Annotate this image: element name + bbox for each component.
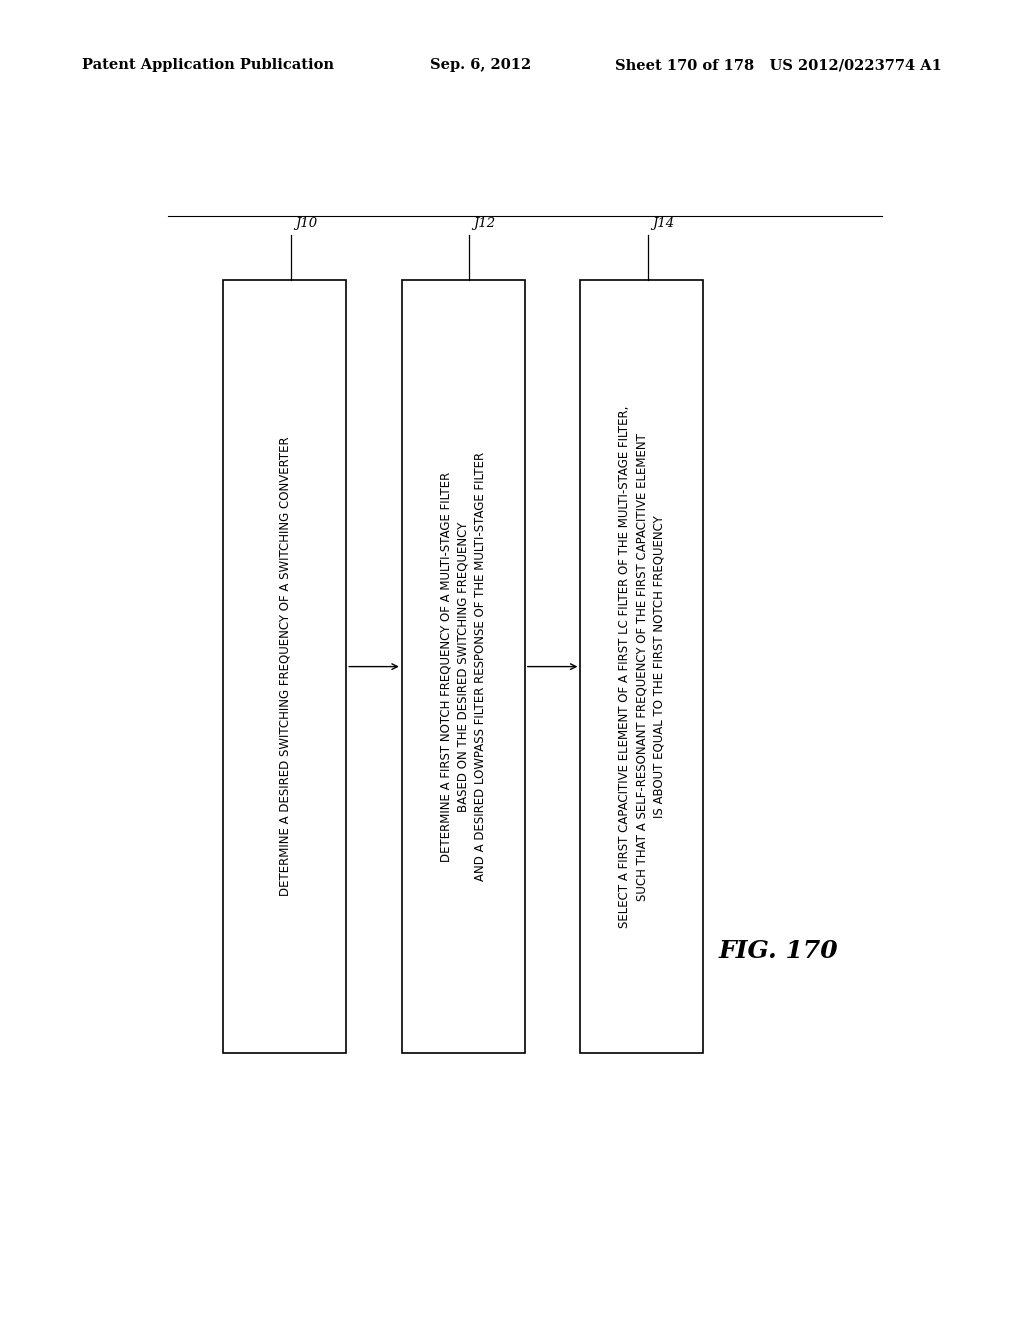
Text: Patent Application Publication: Patent Application Publication <box>82 58 334 73</box>
Text: Sheet 170 of 178   US 2012/0223774 A1: Sheet 170 of 178 US 2012/0223774 A1 <box>615 58 942 73</box>
Text: FIG. 170: FIG. 170 <box>719 940 839 964</box>
Text: DETERMINE A FIRST NOTCH FREQUENCY OF A MULTI-STAGE FILTER
BASED ON THE DESIRED S: DETERMINE A FIRST NOTCH FREQUENCY OF A M… <box>439 451 486 882</box>
Bar <box>401 280 524 1053</box>
Bar <box>223 280 346 1053</box>
Text: Sep. 6, 2012: Sep. 6, 2012 <box>430 58 531 73</box>
Bar <box>581 280 703 1053</box>
Text: J10: J10 <box>295 216 317 230</box>
Text: DETERMINE A DESIRED SWITCHING FREQUENCY OF A SWITCHING CONVERTER: DETERMINE A DESIRED SWITCHING FREQUENCY … <box>279 437 291 896</box>
Text: SELECT A FIRST CAPACITIVE ELEMENT OF A FIRST LC FILTER OF THE MULTI-STAGE FILTER: SELECT A FIRST CAPACITIVE ELEMENT OF A F… <box>618 405 666 928</box>
Text: J14: J14 <box>652 216 674 230</box>
Text: J12: J12 <box>473 216 496 230</box>
